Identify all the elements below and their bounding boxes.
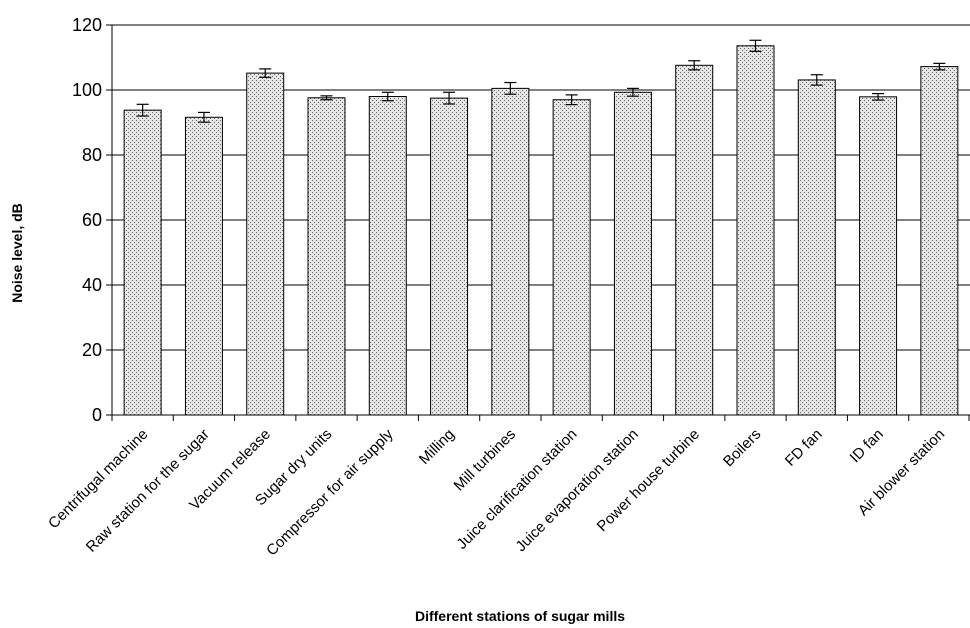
category-label: Centrifugal machine: [45, 426, 151, 532]
bar: [368, 96, 407, 416]
y-tick-label: 60: [82, 210, 102, 230]
bar: [246, 72, 285, 416]
y-tick-label: 120: [72, 15, 102, 35]
y-tick-label: 80: [82, 145, 102, 165]
category-label: ID fan: [847, 426, 887, 466]
bar: [491, 87, 530, 416]
bars: [123, 39, 959, 416]
y-tick-label: 20: [82, 340, 102, 360]
category-label: Juice evaporation station: [512, 426, 641, 555]
axes: [106, 24, 970, 421]
bar: [123, 109, 162, 416]
y-axis-title: Noise level, dB: [9, 203, 25, 303]
bar: [675, 64, 714, 416]
bar: [307, 97, 346, 416]
category-label: Power house turbine: [594, 426, 703, 535]
bar: [859, 96, 898, 416]
bar: [552, 99, 591, 416]
bar: [920, 66, 959, 416]
bar: [430, 97, 469, 416]
category-label: Compressor for air supply: [263, 425, 397, 559]
category-label: Boilers: [720, 426, 764, 470]
x-axis-title: Different stations of sugar mills: [415, 608, 625, 624]
category-label: Juice clarification station: [453, 426, 580, 553]
bar: [736, 45, 775, 416]
gridlines: [112, 24, 970, 351]
y-tick-label: 40: [82, 275, 102, 295]
bar: [184, 116, 223, 416]
bar: [613, 91, 652, 416]
category-label: FD fan: [782, 426, 826, 470]
y-tick-label: 100: [72, 80, 102, 100]
category-label: Raw station for the sugar: [83, 426, 213, 556]
y-tick-label: 0: [92, 405, 102, 425]
category-label: Milling: [416, 426, 458, 468]
bar: [797, 79, 836, 416]
